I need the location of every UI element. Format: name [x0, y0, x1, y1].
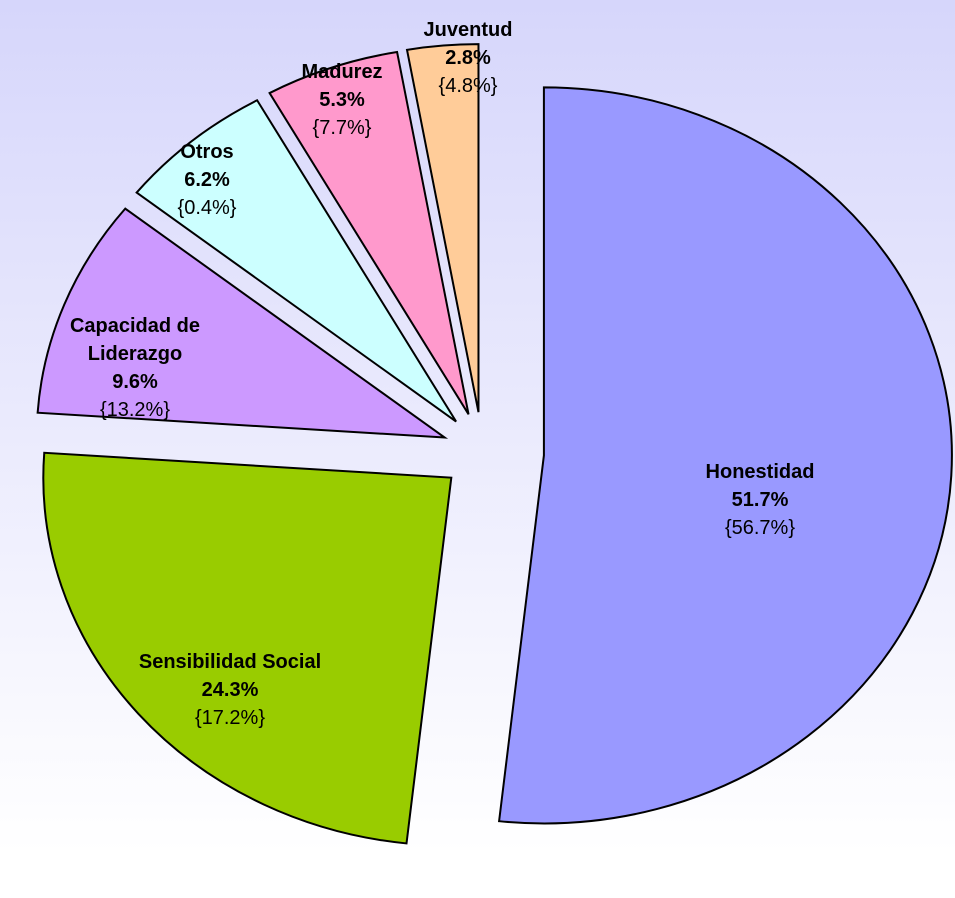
pie-slice [268, 50, 470, 415]
category-name: Sensibilidad Social [138, 651, 322, 673]
slice-label: Madurez 5.3% {7.7%} [242, 58, 442, 142]
pie-slice [135, 98, 457, 423]
value-label: 5.3% [319, 89, 365, 111]
pie-slice [42, 451, 453, 845]
value-label: 24.3% [201, 679, 259, 701]
pie-slice [36, 207, 449, 439]
category-name: Honestidad [705, 461, 815, 483]
value-label: 51.7% [731, 489, 789, 511]
category-name: Madurez [301, 61, 383, 83]
secondary-label: {0.4%} [177, 197, 237, 219]
slice-label: Honestidad 51.7% {56.7%} [660, 458, 860, 542]
slice-label: Juventud 2.8% {4.8%} [368, 16, 568, 100]
pie-slice [405, 43, 480, 413]
category-name: Capacidad de Liderazgo [69, 315, 201, 365]
value-label: 2.8% [445, 47, 491, 69]
value-label: 9.6% [112, 371, 158, 393]
pie-slice [497, 86, 953, 825]
slice-label: Otros 6.2% {0.4%} [107, 138, 307, 222]
secondary-label: {13.2%} [99, 399, 171, 421]
secondary-label: {7.7%} [312, 117, 372, 139]
secondary-label: {56.7%} [724, 517, 796, 539]
secondary-label: {4.8%} [438, 75, 498, 97]
slice-label: Capacidad de Liderazgo 9.6% {13.2%} [35, 312, 235, 424]
secondary-label: {17.2%} [194, 707, 266, 729]
slice-label: Sensibilidad Social 24.3% {17.2%} [130, 648, 330, 732]
value-label: 6.2% [184, 169, 230, 191]
category-name: Juventud [423, 19, 513, 41]
category-name: Otros [180, 141, 234, 163]
